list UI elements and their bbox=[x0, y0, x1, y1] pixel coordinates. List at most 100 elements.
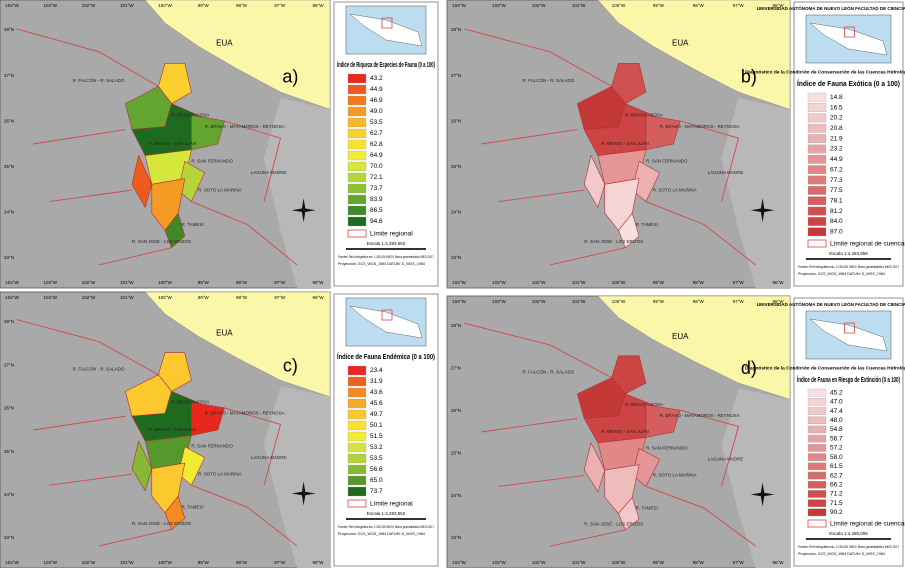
scale-text: Escala 1:4,283,552 bbox=[367, 241, 406, 246]
longitude-label: 97°W bbox=[733, 280, 745, 285]
basin-area bbox=[131, 154, 153, 209]
legend-swatch bbox=[347, 183, 367, 194]
basin-label: R. SAN JOSÉ - LOS ERIZOS bbox=[584, 521, 643, 527]
legend-label: 48.0 bbox=[830, 417, 843, 424]
legend-swatch bbox=[347, 420, 367, 431]
latitude-label: 23°N bbox=[4, 535, 14, 540]
legend-title: Índice de Fauna en Riesgo de Extinción (… bbox=[797, 375, 900, 384]
latitude-label: 28°N bbox=[451, 27, 461, 32]
legend-swatch bbox=[347, 431, 367, 442]
panel-letter: d) bbox=[741, 358, 757, 378]
legend-label: 20.8 bbox=[830, 125, 843, 132]
basin-label: R. BRAVO - SOSA bbox=[172, 400, 210, 405]
longitude-label: 98°W bbox=[693, 560, 705, 565]
legend-label: 94.6 bbox=[370, 218, 383, 225]
project-title: Diagnóstico de la Condición de Conservac… bbox=[745, 365, 905, 371]
longitude-label: 97°W bbox=[274, 3, 286, 8]
legend-label: 44.9 bbox=[830, 156, 843, 163]
latitude-label: 24°N bbox=[4, 210, 14, 215]
longitude-label: 103°W bbox=[43, 295, 57, 300]
basin-label: R. SAN JOSÉ - LOS ERIZOS bbox=[132, 520, 191, 526]
basin-area bbox=[618, 212, 640, 249]
longitude-label: 102°W bbox=[82, 560, 96, 565]
usa-area bbox=[144, 291, 331, 398]
longitude-label: 99°W bbox=[198, 3, 210, 8]
longitude-label: 100°W bbox=[158, 3, 172, 8]
boundary-swatch bbox=[347, 229, 367, 238]
legend-label: 62.7 bbox=[370, 130, 383, 137]
legend-swatch bbox=[807, 398, 827, 406]
region-boundary bbox=[680, 409, 740, 487]
region-boundary bbox=[549, 529, 626, 547]
legend-swatch bbox=[807, 425, 827, 434]
legend-swatch bbox=[807, 508, 827, 517]
gulf-area bbox=[721, 388, 790, 568]
basin-label: R. BRAVO - SOSA bbox=[625, 402, 663, 407]
legend-label: 50.1 bbox=[370, 422, 383, 429]
legend-label: 77.3 bbox=[830, 177, 843, 184]
basin-area bbox=[618, 496, 640, 531]
legend-label: 57.2 bbox=[830, 445, 843, 452]
basin-area bbox=[164, 212, 186, 249]
legend-swatch bbox=[347, 194, 367, 205]
longitude-label: 104°W bbox=[452, 299, 466, 304]
legend-swatch bbox=[347, 365, 367, 376]
longitude-label: 96°W bbox=[772, 560, 784, 565]
legend-label: 20.2 bbox=[830, 115, 843, 122]
latitude-label: 28°N bbox=[451, 323, 461, 328]
region-boundary bbox=[464, 322, 612, 378]
panel-letter: b) bbox=[741, 67, 757, 87]
latitude-label: 28°N bbox=[4, 319, 14, 324]
country-label: EUA bbox=[672, 38, 689, 47]
longitude-label: 96°W bbox=[312, 3, 324, 8]
basin-label: R. SAN FERNANDO bbox=[646, 158, 688, 163]
longitude-label: 96°W bbox=[312, 280, 324, 285]
basin-label: R. BRAVO - MATAMOROS - REYNOSA bbox=[660, 413, 740, 418]
longitude-label: 99°W bbox=[198, 560, 210, 565]
longitude-label: 103°W bbox=[492, 3, 506, 8]
legend-label: 86.5 bbox=[370, 207, 383, 214]
north-arrow bbox=[291, 198, 316, 223]
longitude-label: 103°W bbox=[43, 560, 57, 565]
legend-swatch bbox=[347, 73, 367, 84]
inset-highlight bbox=[844, 322, 855, 334]
legend-label: 58.0 bbox=[830, 454, 843, 461]
legend-label: 43.2 bbox=[370, 75, 383, 82]
region-boundary bbox=[191, 201, 298, 266]
basin-label: R. BRAVO - SAN JUAN bbox=[601, 141, 648, 146]
region-boundary bbox=[549, 247, 626, 266]
legend-label: 64.9 bbox=[370, 152, 383, 159]
longitude-label: 102°W bbox=[532, 299, 546, 304]
latitude-label: 26°N bbox=[4, 118, 14, 123]
basin-label: LAGUNA MADRE bbox=[708, 456, 744, 461]
legend-swatch bbox=[347, 150, 367, 161]
basin-label: LAGUNA MADRE bbox=[708, 170, 744, 175]
legend-swatch bbox=[807, 165, 827, 175]
legend-label: 72.1 bbox=[370, 174, 383, 181]
latitude-label: 26°N bbox=[451, 408, 461, 413]
legend-label: 67.2 bbox=[830, 166, 843, 173]
basin-label: R. SAN FERNANDO bbox=[191, 158, 233, 163]
latitude-label: 25°N bbox=[451, 450, 461, 455]
legend-swatch bbox=[807, 453, 827, 461]
longitude-label: 99°W bbox=[653, 3, 665, 8]
inset-mexico bbox=[809, 318, 888, 352]
legend-label: 62.7 bbox=[830, 472, 843, 479]
basin-area bbox=[158, 63, 192, 105]
legend-swatch bbox=[347, 128, 367, 139]
legend-label: 14.8 bbox=[830, 94, 843, 101]
basin-label: LAGUNA MADRE bbox=[251, 455, 287, 460]
legend-swatch bbox=[347, 398, 367, 409]
basin-label: R. TAMESÍ bbox=[182, 221, 205, 227]
longitude-label: 102°W bbox=[82, 295, 96, 300]
basin-area bbox=[191, 402, 225, 436]
legend-label: 53.5 bbox=[370, 119, 383, 126]
region-boundary bbox=[224, 120, 282, 202]
basin-label: R. BRAVO - SAN JUAN bbox=[601, 429, 648, 434]
region-boundary bbox=[224, 407, 282, 486]
basin-label: R. BRAVO - SAN JUAN bbox=[149, 427, 196, 432]
basin-label: R. SAN FERNANDO bbox=[191, 444, 233, 449]
latitude-label: 26°N bbox=[4, 406, 14, 411]
panel: EUA R. FALCÓN - R. SALADO R. BRAVO - SOSA R… bbox=[446, 295, 905, 568]
scale-text: Escala 1:4,283,552 bbox=[367, 511, 406, 516]
